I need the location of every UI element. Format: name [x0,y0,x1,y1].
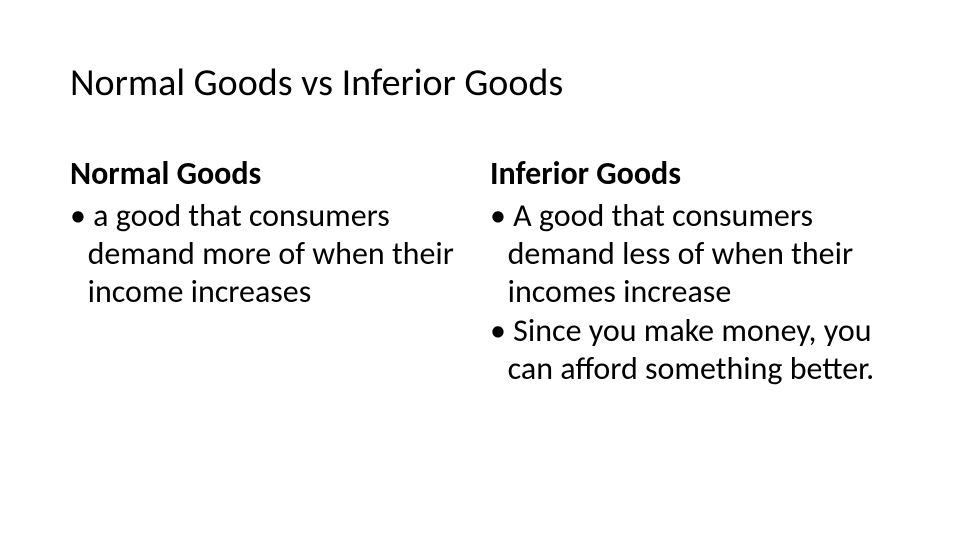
list-item: a good that consumers demand more of whe… [70,197,470,310]
slide-title: Normal Goods vs Inferior Goods [70,60,890,106]
left-bullet-list: a good that consumers demand more of whe… [70,197,470,310]
right-bullet-list: A good that consumers demand less of whe… [490,197,890,388]
list-item: Since you make money, you can afford som… [490,312,890,388]
left-column: Normal Goods a good that consumers deman… [70,154,470,390]
right-column: Inferior Goods A good that consumers dem… [490,154,890,390]
slide: Normal Goods vs Inferior Goods Normal Go… [0,0,960,540]
right-column-heading: Inferior Goods [490,154,890,193]
two-column-layout: Normal Goods a good that consumers deman… [70,154,890,390]
list-item: A good that consumers demand less of whe… [490,197,890,310]
left-column-heading: Normal Goods [70,154,470,193]
